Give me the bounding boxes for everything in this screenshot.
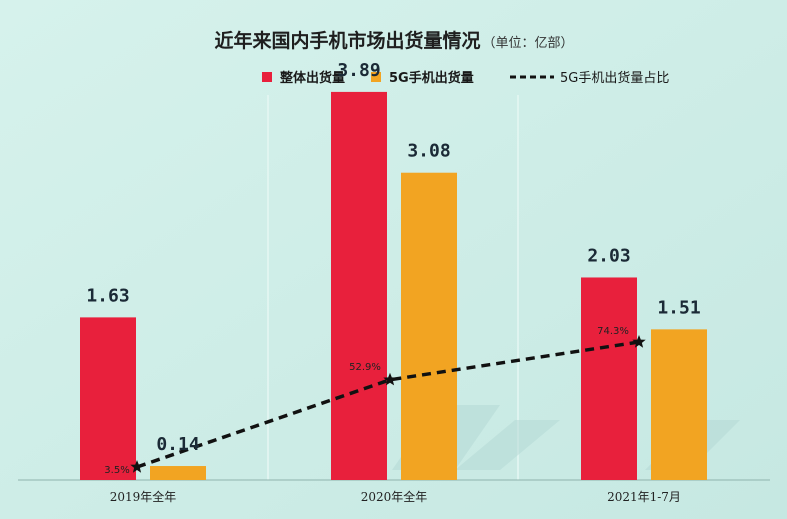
bar-5g (401, 172, 457, 480)
bar-total (80, 317, 136, 480)
category-label: 2019年全年 (110, 489, 177, 504)
ratio-line-layer (130, 335, 646, 473)
ratio-label: 74.3% (597, 326, 629, 337)
ratio-point-star (632, 335, 646, 348)
legend-label-total: 整体出货量 (279, 70, 345, 86)
bar-5g (150, 466, 206, 480)
bar-shadow (455, 420, 560, 470)
value-label-5g: 0.14 (156, 434, 200, 455)
bar-total (581, 277, 637, 480)
value-label-total: 2.03 (587, 245, 630, 266)
legend-swatch-total (262, 72, 272, 82)
chart-title: 近年来国内手机市场出货量情况 （单位：亿部） (214, 29, 573, 52)
value-label-total: 1.63 (86, 285, 129, 306)
value-label-5g: 1.51 (657, 297, 700, 318)
legend-label-ratio: 5G手机出货量占比 (560, 70, 669, 86)
value-label-5g: 3.08 (407, 141, 450, 162)
ratio-point-star (383, 372, 397, 386)
legend-swatch-5g (371, 72, 381, 82)
category-label: 2020年全年 (361, 489, 428, 504)
value-label-total: 3.89 (337, 60, 380, 81)
labels-layer: 1.63 0.14 2019年全年 3.89 3.08 2020年全年 2.03 1.51 20… (86, 60, 700, 504)
ratio-point-star (130, 460, 144, 473)
ratio-line (136, 340, 640, 469)
legend: 整体出货量 5G手机出货量 5G手机出货量占比 (262, 70, 669, 86)
bar-5g (651, 329, 707, 480)
bars-layer (80, 91, 740, 480)
ratio-label: 3.5% (104, 465, 129, 476)
category-label: 2021年1-7月 (607, 490, 681, 504)
ratio-label: 52.9% (349, 362, 381, 373)
legend-label-5g: 5G手机出货量 (389, 70, 474, 86)
bar-total (331, 91, 387, 480)
